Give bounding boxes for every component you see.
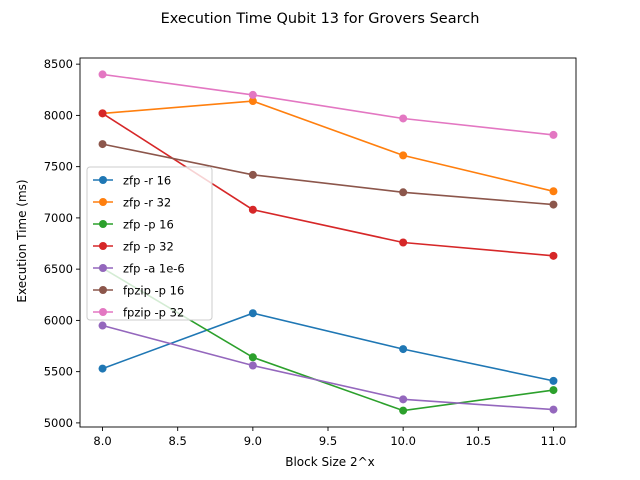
data-point-3-0 (98, 109, 107, 118)
data-point-1-2 (399, 151, 408, 160)
data-point-0-2 (399, 345, 408, 354)
data-point-0-0 (98, 364, 107, 373)
data-point-1-3 (549, 187, 558, 196)
legend-marker-0 (99, 176, 107, 184)
legend-label-2: zfp -p 16 (123, 218, 174, 232)
data-point-5-1 (248, 170, 257, 179)
x-tick-label: 10.0 (390, 434, 416, 448)
data-point-1-1 (248, 97, 257, 106)
data-point-0-3 (549, 376, 558, 385)
x-tick-label: 9.0 (244, 434, 262, 448)
legend-marker-3 (99, 242, 107, 250)
legend-label-6: fpzip -p 32 (123, 306, 184, 320)
legend-label-4: zfp -a 1e-6 (123, 262, 185, 276)
x-tick-label: 8.0 (93, 434, 111, 448)
series-line-4 (102, 324, 554, 411)
data-point-3-2 (399, 238, 408, 247)
data-point-6-2 (399, 114, 408, 123)
y-tick-label: 8500 (44, 57, 73, 71)
data-point-4-3 (549, 405, 558, 414)
series-line-5 (102, 143, 554, 206)
legend-label-5: fpzip -p 16 (123, 284, 184, 298)
data-point-5-0 (98, 140, 107, 149)
series-line-1 (102, 100, 554, 193)
chart-title: Execution Time Qubit 13 for Grovers Sear… (161, 11, 480, 27)
data-point-4-1 (248, 361, 257, 370)
data-point-4-2 (399, 395, 408, 404)
legend-marker-6 (99, 308, 107, 316)
legend-label-0: zfp -r 16 (123, 174, 171, 188)
x-tick-label: 8.5 (169, 434, 187, 448)
series-line-6 (102, 73, 554, 136)
legend-box (86, 166, 213, 321)
plot-area: 8.0 8.5 9.0 9.5 10.0 10.5 11.0 5000 5500 6000 6500… (44, 57, 577, 448)
data-point-2-2 (399, 406, 408, 415)
y-tick-label: 5000 (44, 416, 73, 430)
series-line-0 (102, 312, 554, 382)
legend-marker-2 (99, 220, 107, 228)
x-tick-label: 10.5 (465, 434, 491, 448)
data-point-2-1 (248, 353, 257, 362)
data-point-0-1 (248, 309, 257, 318)
data-point-6-1 (248, 90, 257, 99)
legend-marker-5 (99, 286, 107, 294)
x-axis-label: Block Size 2^x (285, 455, 375, 469)
x-tick-label: 11.0 (541, 434, 567, 448)
legend-marker-4 (99, 264, 107, 272)
data-point-3-3 (549, 251, 558, 260)
data-point-3-1 (248, 205, 257, 214)
legend-marker-1 (99, 198, 107, 206)
data-point-5-2 (399, 188, 408, 197)
legend-label-3: zfp -p 32 (123, 240, 174, 254)
y-tick-label: 6000 (44, 313, 73, 327)
data-point-4-0 (98, 321, 107, 330)
y-tick-label: 6500 (44, 262, 73, 276)
x-tick-label: 9.5 (319, 434, 337, 448)
y-tick-label: 7000 (44, 211, 73, 225)
legend: zfp -r 16 zfp -r 32 zfp -p 16 zfp -p 32 zfp … (86, 166, 213, 321)
y-axis-label: Execution Time (ms) (15, 179, 29, 302)
legend-label-1: zfp -r 32 (123, 196, 171, 210)
data-point-6-3 (549, 130, 558, 139)
series-line-3 (102, 112, 554, 257)
y-tick-label: 5500 (44, 365, 73, 379)
y-tick-label: 8000 (44, 108, 73, 122)
data-point-6-0 (98, 70, 107, 79)
data-point-2-3 (549, 386, 558, 395)
data-point-5-3 (549, 200, 558, 209)
y-tick-label: 7500 (44, 160, 73, 174)
